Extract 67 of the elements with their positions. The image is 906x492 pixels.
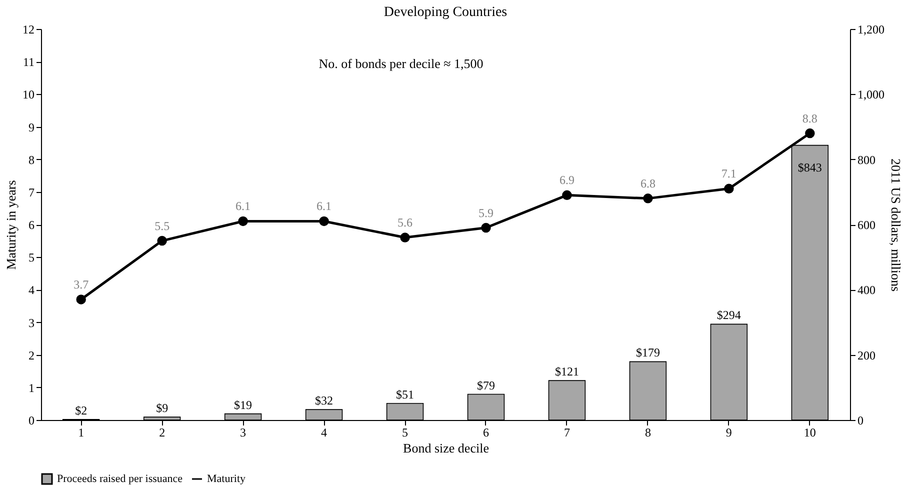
data-label: 7.1	[721, 166, 736, 181]
point	[400, 232, 410, 242]
point	[805, 128, 815, 138]
y-tick-label: 6	[28, 218, 34, 232]
x-tick-label: 10	[804, 426, 816, 440]
x-tick-label: 8	[644, 426, 651, 440]
data-label: 6.8	[640, 176, 656, 190]
legend-label: Maturity	[207, 473, 246, 485]
data-label: 5.6	[398, 216, 413, 230]
x-tick-label: 3	[240, 426, 246, 440]
y2-axis-title: 2011 US dollars, millions	[888, 158, 904, 292]
x-tick-label: 2	[159, 426, 166, 440]
data-label: $9	[156, 401, 168, 416]
data-label: $79	[476, 378, 495, 392]
y-tick-label: 9	[28, 120, 34, 134]
x-tick-label: 6	[482, 426, 489, 440]
point	[643, 194, 653, 204]
point	[238, 216, 248, 226]
y-tick-label: 1	[28, 380, 34, 395]
x-axis-title: Bond size decile	[403, 440, 490, 456]
y2-tick-label: 400	[858, 283, 876, 298]
data-label: 6.1	[236, 199, 251, 214]
y-tick-label: 3	[28, 316, 34, 330]
data-label: $179	[636, 346, 660, 360]
y-tick-label: 11	[22, 55, 34, 70]
data-label: 6.9	[559, 173, 574, 188]
y2-tick-label: 600	[858, 218, 876, 232]
point	[319, 216, 329, 226]
data-label: 3.7	[74, 277, 89, 292]
y2-tick-label: 800	[858, 152, 876, 167]
y2-tick-label: 1,200	[858, 22, 884, 36]
legend-label: Proceeds raised per issuance	[57, 473, 183, 485]
y-tick-label: 7	[28, 185, 34, 200]
point	[481, 222, 491, 233]
data-label: $2	[75, 403, 88, 418]
point	[157, 236, 167, 246]
x-tick-label: 1	[78, 426, 84, 440]
data-label: $51	[396, 387, 414, 402]
data-label: 5.5	[154, 218, 170, 233]
x-tick-label: 9	[726, 426, 732, 440]
y-tick-label: 5	[28, 250, 34, 265]
point	[562, 190, 572, 200]
y-tick-label: 12	[22, 22, 34, 36]
chart-title: Developing Countries	[384, 5, 508, 20]
data-label: $294	[716, 308, 741, 322]
point	[724, 184, 734, 194]
y-axis-title: Maturity in years	[4, 180, 18, 270]
y-tick-label: 8	[28, 152, 34, 167]
annotation: No. of bonds per decile ≈ 1,500	[318, 56, 484, 71]
y-tick-label: 10	[22, 88, 34, 102]
data-label: 8.8	[802, 111, 818, 126]
point	[76, 294, 86, 304]
data-label: $19	[234, 398, 252, 412]
y2-tick-label: 200	[858, 348, 876, 362]
y-tick-label: 4	[28, 283, 34, 298]
x-tick-label: 7	[564, 426, 570, 440]
data-label: 5.9	[478, 206, 494, 220]
y-tick-label: 0	[28, 414, 34, 428]
data-label: $32	[315, 394, 334, 408]
data-label: $121	[554, 364, 579, 379]
x-tick-label: 5	[402, 426, 408, 440]
data-label: $843	[798, 160, 822, 174]
y-tick-label: 2	[28, 348, 34, 362]
data-label: 6.1	[316, 199, 332, 214]
y2-tick-label: 0	[858, 414, 864, 428]
y2-tick-label: 1,000	[858, 88, 884, 102]
x-tick-label: 4	[321, 426, 328, 440]
